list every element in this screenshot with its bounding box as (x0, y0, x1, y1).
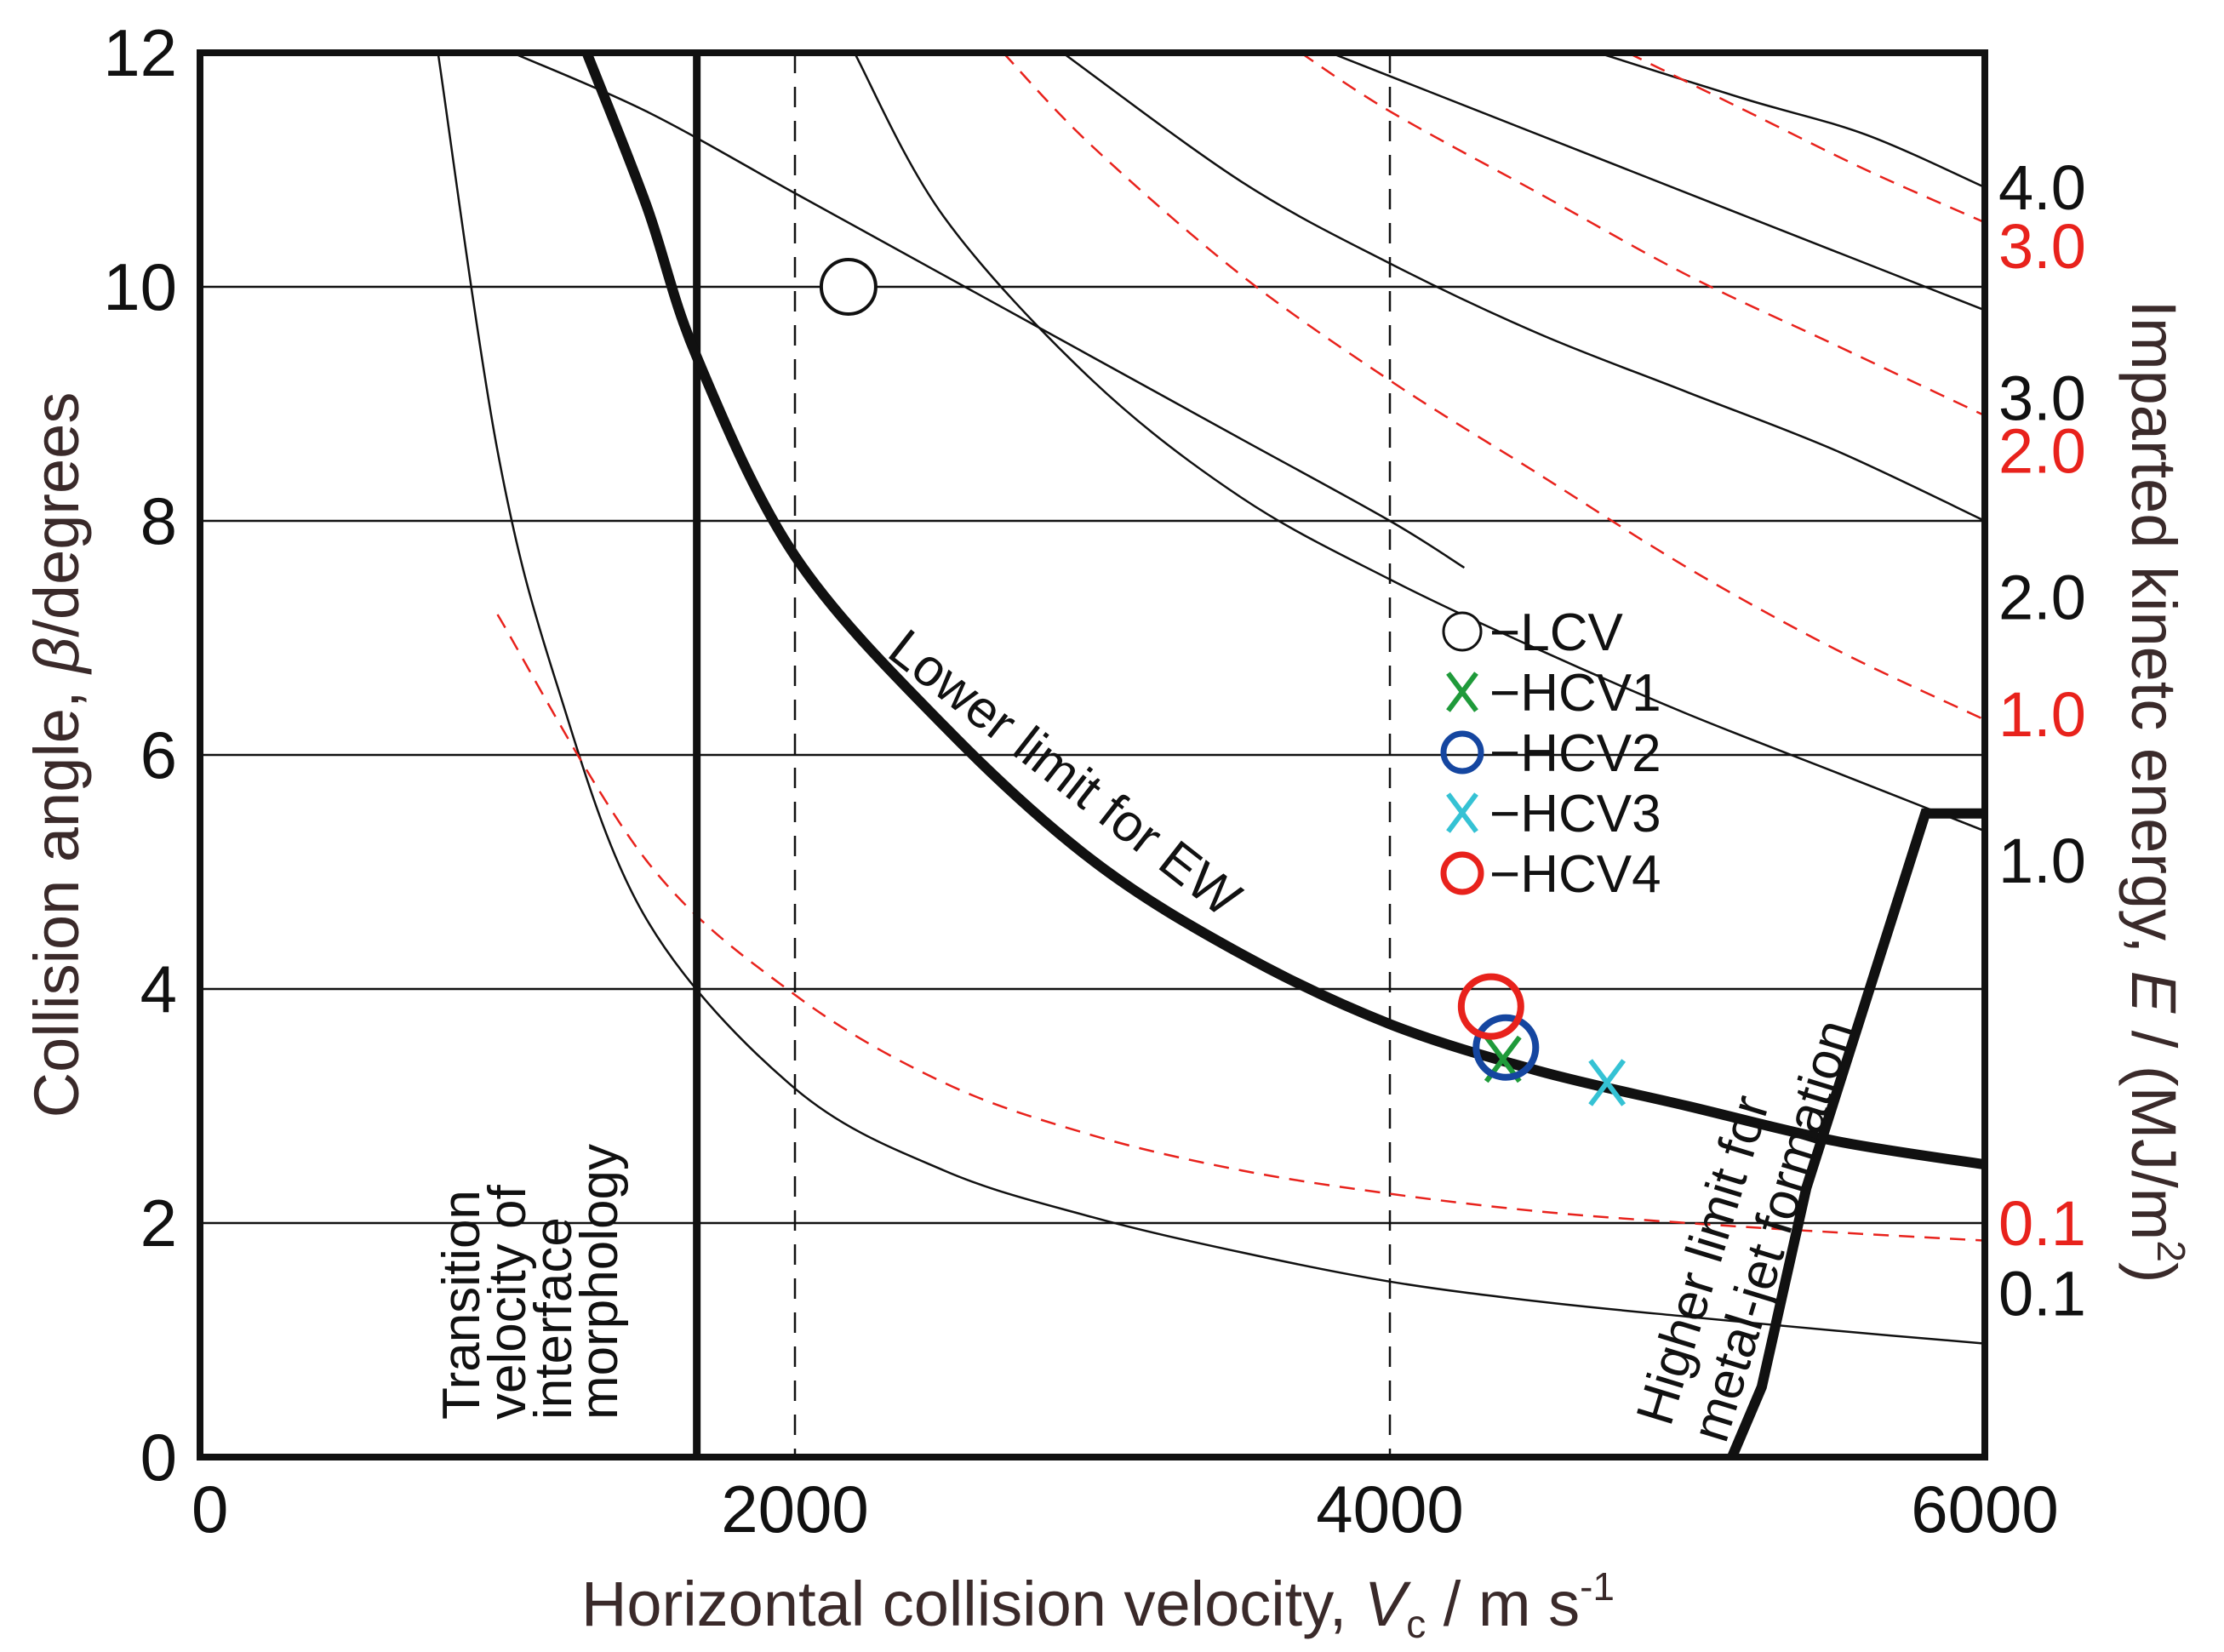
tick-labels: 0 2000 4000 6000 0 2 4 6 8 10 12 (103, 15, 2059, 1546)
limit-lines (581, 53, 1985, 1457)
right-tick-labels: 4.03.03.02.02.01.01.00.10.1 (1998, 152, 2086, 1329)
legend-marker-0 (1442, 611, 1483, 652)
y-tick-6: 6 (140, 717, 177, 792)
right-label-black-6: 1.0 (1998, 826, 2086, 896)
higher-limit-jet-line (1727, 808, 1985, 1457)
right-label-red-1: 3.0 (1998, 211, 2086, 282)
right-label-red-5: 1.0 (1998, 679, 2086, 750)
x-tick-6000: 6000 (1911, 1472, 2059, 1546)
transition-label-line2: velocity of (478, 1185, 537, 1420)
point-hcv2 (1472, 1014, 1540, 1081)
transition-label-line1: Transition (432, 1190, 491, 1420)
right-axis-title: Imparted kinetc energy, E / (MJ/m2) (2118, 300, 2193, 1283)
lower-limit-ew-curve (581, 53, 1985, 1170)
point-hcv4 (1457, 973, 1524, 1040)
y-tick-10: 10 (103, 249, 177, 324)
legend-marker-4 (1440, 851, 1484, 895)
transition-label-line4: morphology (570, 1144, 629, 1420)
point-hcv3 (1588, 1059, 1627, 1106)
energy-curve-red-2 (1300, 53, 1985, 417)
energy-curve-red-3 (1627, 53, 1985, 224)
right-label-black-0: 4.0 (1998, 152, 2086, 223)
right-label-black-2: 3.0 (1998, 363, 2086, 434)
y-axis-title: Collision angle, β/degrees (21, 392, 92, 1118)
energy-curve-red-0 (496, 614, 1985, 1242)
energy-curve-red-1 (1002, 53, 1985, 721)
grid (200, 53, 1985, 1457)
x-tick-2000: 2000 (721, 1472, 869, 1546)
x-axis-title: Horizontal collision velocity, Vc / m s-… (581, 1564, 1615, 1646)
legend-label-3: −HCV3 (1489, 785, 1661, 843)
y-tick-12: 12 (103, 15, 177, 90)
energy-curve-black-0 (437, 53, 1985, 1345)
transition-label-line3: interface (524, 1217, 583, 1420)
energy-curve-black-3 (1329, 53, 1985, 312)
x-tick-0: 0 (192, 1472, 228, 1546)
energy-curve-black-4 (1598, 53, 1985, 189)
data-points (819, 258, 1627, 1106)
legend-label-0: −LCV (1489, 603, 1623, 662)
legend-marker-1 (1446, 672, 1478, 712)
y-tick-8: 8 (140, 483, 177, 558)
legend-label-2: −HCV2 (1489, 724, 1661, 783)
legend: −LCV−HCV1−HCV2−HCV3−HCV4 (1440, 603, 1661, 904)
legend-label-4: −HCV4 (1489, 845, 1661, 904)
energy-curve-black-2 (1061, 53, 1985, 523)
legend-label-1: −HCV1 (1489, 664, 1661, 723)
plot-frame (197, 49, 1988, 1461)
lower-limit-label: Lower limit for EW (878, 619, 1251, 929)
right-label-red-3: 2.0 (1998, 416, 2086, 487)
point-lcv (819, 258, 878, 316)
y-tick-0: 0 (140, 1420, 177, 1495)
energy-curve-black-1 (853, 53, 1985, 832)
transition-label: Transition velocity of interface morphol… (432, 1144, 629, 1420)
curves (437, 53, 1985, 1345)
right-label-black-4: 2.0 (1998, 562, 2086, 632)
right-label-black-8: 0.1 (1998, 1259, 2086, 1329)
energy-curve-short (512, 53, 1466, 569)
legend-marker-3 (1446, 792, 1478, 833)
right-label-red-7: 0.1 (1998, 1188, 2086, 1259)
x-tick-4000: 4000 (1316, 1472, 1464, 1546)
y-tick-2: 2 (140, 1186, 177, 1260)
y-tick-4: 4 (140, 952, 177, 1026)
legend-marker-2 (1440, 730, 1484, 775)
